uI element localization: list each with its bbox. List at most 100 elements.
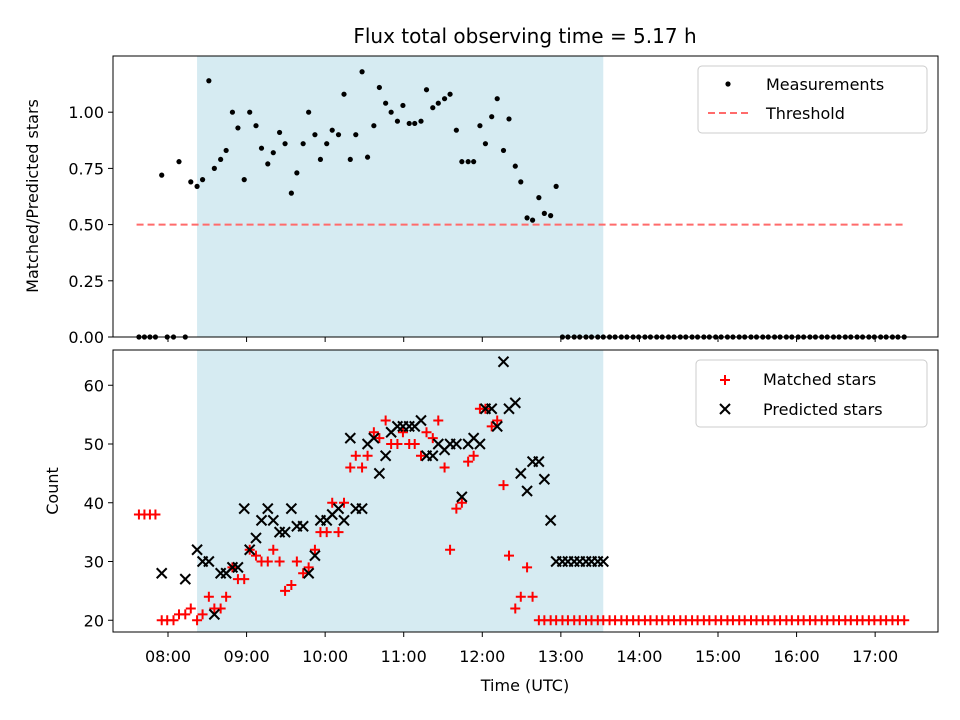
measurement-point [194, 183, 200, 189]
measurement-point [518, 179, 524, 185]
bottom-x-tick-label: 08:00 [145, 647, 191, 666]
measurement-point [188, 179, 194, 185]
measurement-point [364, 154, 371, 160]
predicted-star-point [332, 502, 345, 515]
bottom-x-tick-label: 16:00 [774, 647, 820, 666]
matched-star-points [133, 403, 910, 626]
matched-star-point [357, 462, 368, 473]
matched-star-point [527, 591, 538, 602]
predicted-star-point [456, 491, 468, 503]
measurement-point [418, 118, 424, 124]
predicted-star-point [356, 502, 368, 515]
predicted-star-point [538, 473, 551, 485]
predicted-star-point [262, 502, 274, 515]
bottom-x-axis: 08:00 09:00 10:00 11:00 12:00 13:00 14:00 15:00… [145, 632, 898, 666]
measurement-point [199, 177, 206, 183]
bottom-y-tick-label: 30 [84, 553, 104, 572]
matched-star-point [368, 427, 379, 438]
measurement-point [265, 161, 271, 167]
predicted-star-point [232, 561, 244, 574]
matched-star-point [362, 450, 373, 461]
predicted-star-point [521, 485, 533, 497]
measurement-point [247, 109, 253, 115]
matched-star-point [150, 509, 161, 520]
predicted-star-point [509, 397, 521, 409]
matched-star-point [221, 591, 232, 602]
top-legend: Measurements Threshold [697, 65, 928, 134]
matched-star-point [286, 580, 297, 590]
matched-star-point [456, 497, 467, 508]
predicted-star-point [302, 567, 315, 579]
matched-star-point [498, 480, 509, 491]
bottom-x-tick-label: 10:00 [302, 647, 348, 666]
measurement-point [406, 120, 412, 127]
bottom-x-tick-label: 12:00 [459, 647, 505, 666]
measurement-point [548, 213, 554, 219]
bottom-x-tick-label: 14:00 [616, 647, 662, 666]
matched-star-point [522, 562, 533, 573]
matched-star-point [251, 550, 261, 561]
predicted-star-point [533, 455, 545, 468]
measurement-point [353, 132, 359, 138]
measurement-point [482, 141, 489, 147]
measurement-point [430, 105, 436, 111]
measurement-point [541, 210, 547, 216]
measurement-point [465, 159, 471, 165]
matched-star-point [203, 591, 214, 602]
measurement-point [447, 91, 453, 97]
predicted-star-point [297, 520, 309, 532]
matched-star-point [899, 615, 910, 626]
bottom-axes-frame [112, 349, 939, 633]
matched-star-point [345, 462, 356, 473]
legend-matched-label: Matched stars [763, 370, 876, 389]
measurement-point [347, 156, 353, 163]
matched-star-point [380, 415, 391, 426]
legend-predicted-marker [719, 403, 731, 415]
matched-star-point [321, 527, 332, 538]
bottom-y-tick-label: 20 [84, 611, 104, 630]
bottom-y-axis: 20 30 40 50 60 [84, 376, 113, 630]
matched-star-point [486, 421, 497, 432]
predicted-star-point [238, 502, 250, 515]
top-y-axis: 0.00 0.25 0.50 0.75 1.00 [68, 103, 113, 347]
measurement-point [317, 156, 324, 163]
predicted-star-point [338, 514, 350, 527]
measurement-point [524, 215, 530, 221]
measurement-point [218, 156, 224, 163]
predicted-star-point [344, 432, 356, 444]
measurement-point [500, 147, 507, 154]
measurement-point [324, 141, 330, 147]
predicted-star-point [156, 567, 168, 579]
predicted-star-point [497, 356, 510, 368]
predicted-star-point [515, 467, 527, 480]
top-y-tick-label: 0.25 [68, 272, 104, 291]
measurement-point [383, 100, 389, 106]
predicted-star-point [203, 555, 215, 568]
matched-star-point [327, 497, 338, 508]
observing-band-bottom [197, 350, 604, 632]
measurement-point [176, 159, 182, 165]
predicted-star-point [379, 450, 392, 462]
measurement-point [471, 159, 477, 165]
matched-star-point [333, 527, 344, 538]
matched-star-point [339, 497, 349, 508]
measurement-point [341, 91, 347, 97]
measurement-point [506, 116, 512, 122]
measurement-point [329, 127, 335, 133]
predicted-star-point [491, 420, 503, 433]
measurement-point [159, 172, 165, 178]
matched-star-point [291, 556, 302, 567]
measurement-point [276, 129, 283, 136]
predicted-star-point [373, 467, 386, 480]
measurement-point [412, 120, 418, 127]
matched-star-point [451, 503, 462, 514]
bottom-x-tick-label: 13:00 [538, 647, 584, 666]
predicted-star-point [191, 544, 203, 556]
measurement-point [312, 132, 318, 138]
measurement-point [371, 123, 377, 129]
predicted-star-point [474, 438, 486, 450]
measurement-point [229, 109, 236, 115]
legend-predicted-label: Predicted stars [763, 400, 883, 419]
measurement-point [258, 145, 265, 151]
